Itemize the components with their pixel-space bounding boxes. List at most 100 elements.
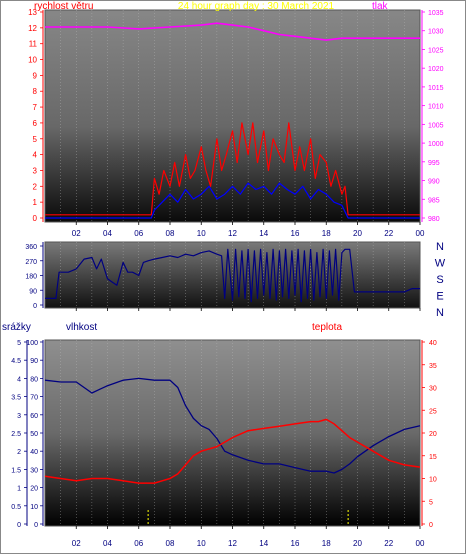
top-left-tick-label: 4 bbox=[33, 151, 38, 160]
top-right-tick-label: 1020 bbox=[428, 66, 444, 73]
mid-left-tick-label: 180 bbox=[25, 274, 37, 281]
bot-x-tick-label: 14 bbox=[259, 539, 268, 548]
bot-temp-tick-label: 30 bbox=[429, 386, 437, 393]
bot-x-tick-label: 08 bbox=[166, 539, 175, 548]
mid-left-tick-label: 360 bbox=[25, 244, 37, 251]
bot-precip-tick-label: 3.5 bbox=[11, 395, 21, 402]
top-series-line-1 bbox=[45, 122, 420, 216]
bot-precip-tick-label: 1 bbox=[17, 486, 21, 493]
bot-precip-tick-label: 1.5 bbox=[11, 467, 21, 474]
bot-humidity-tick-label: 30 bbox=[30, 467, 38, 474]
top-x-tick-label: 18 bbox=[322, 229, 331, 238]
top-left-tick-label: 3 bbox=[33, 166, 38, 175]
bot-x-tick-label: 04 bbox=[103, 539, 112, 548]
bot-humidity-line bbox=[44, 377, 421, 474]
bot-temp-tick-label: 40 bbox=[429, 340, 437, 347]
top-x-tick-label: 14 bbox=[259, 229, 268, 238]
bot-precip-tick-label: 5 bbox=[17, 340, 21, 347]
mid-compass-label: E bbox=[436, 291, 443, 303]
top-series-line-0 bbox=[45, 22, 420, 41]
top-left-tick-label: 11 bbox=[29, 40, 38, 49]
mid-compass-label: W bbox=[435, 258, 446, 270]
bot-temp-tick-label: 20 bbox=[429, 431, 437, 438]
precip-humidity-temp-chart: 02 04 06 08 10 12 14 16 18 20 22 0000.511.522.533.5… bbox=[2, 322, 437, 548]
bot-temp-tick-label: 10 bbox=[429, 477, 437, 484]
top-left-tick-label: 6 bbox=[33, 119, 38, 128]
top-x-tick-label: 10 bbox=[197, 229, 206, 238]
bot-x-tick-label: 02 bbox=[72, 539, 81, 548]
bot-precip-tick-label: 3 bbox=[17, 413, 21, 420]
bot-x-tick-label: 10 bbox=[197, 539, 206, 548]
bot-temp-label: teplota bbox=[312, 322, 342, 333]
bot-humidity-tick-label: 100 bbox=[26, 340, 38, 347]
bot-precip-tick-label: 0.5 bbox=[11, 504, 21, 511]
mid-compass-label: N bbox=[436, 307, 444, 319]
bot-temp-tick-label: 35 bbox=[429, 363, 437, 370]
bot-humidity-tick-label: 20 bbox=[30, 486, 38, 493]
top-right-tick-label: 980 bbox=[428, 216, 440, 223]
top-left-tick-label: 5 bbox=[33, 135, 38, 144]
bot-humidity-label: vlhkost bbox=[66, 322, 97, 333]
top-chart-title: 24 hour graph day : 30 March 2021 bbox=[178, 1, 335, 12]
top-left-tick-label: 10 bbox=[28, 56, 37, 65]
top-right-tick-label: 1025 bbox=[428, 47, 444, 54]
bot-humidity-tick-label: 70 bbox=[30, 395, 38, 402]
bot-x-tick-label: 06 bbox=[134, 539, 143, 548]
top-left-tick-label: 13 bbox=[28, 8, 37, 17]
bot-x-tick-label: 00 bbox=[416, 539, 425, 548]
mid-left-tick-label: 270 bbox=[25, 259, 37, 266]
top-x-tick-label: 12 bbox=[228, 229, 237, 238]
top-right-tick-label: 1005 bbox=[428, 122, 444, 129]
bot-humidity-tick-label: 90 bbox=[30, 358, 38, 365]
bot-precip-tick-label: 4.5 bbox=[11, 358, 21, 365]
mid-compass-label: S bbox=[436, 274, 443, 286]
top-left-tick-label: 8 bbox=[33, 87, 38, 96]
top-right-tick-label: 1015 bbox=[428, 85, 444, 92]
bot-temp-tick-label: 25 bbox=[429, 408, 437, 415]
bot-x-tick-label: 16 bbox=[291, 539, 300, 548]
bot-humidity-tick-label: 10 bbox=[30, 504, 38, 511]
top-right-tick-label: 995 bbox=[428, 160, 440, 167]
top-x-tick-label: 04 bbox=[103, 229, 112, 238]
mid-left-tick-label: 0 bbox=[33, 303, 37, 310]
bot-x-tick-label: 22 bbox=[384, 539, 393, 548]
top-right-tick-label: 1030 bbox=[428, 29, 444, 36]
bot-precip-tick-label: 0 bbox=[17, 522, 21, 529]
bot-temp-tick-label: 5 bbox=[429, 499, 433, 506]
top-x-tick-label: 00 bbox=[416, 229, 425, 238]
bot-x-tick-label: 18 bbox=[322, 539, 331, 548]
mid-compass-label: N bbox=[436, 241, 444, 253]
top-left-tick-label: 7 bbox=[33, 103, 38, 112]
top-x-tick-label: 06 bbox=[134, 229, 143, 238]
bot-precip-tick-label: 2 bbox=[17, 449, 21, 456]
top-x-tick-label: 08 bbox=[166, 229, 175, 238]
bot-precip-tick-label: 2.5 bbox=[11, 431, 21, 438]
bot-humidity-tick-label: 40 bbox=[30, 449, 38, 456]
top-right-tick-label: 1010 bbox=[428, 104, 444, 111]
bot-precip-label: srážky bbox=[2, 322, 31, 333]
bot-x-tick-label: 12 bbox=[228, 539, 237, 548]
top-right-tick-label: 1035 bbox=[428, 10, 444, 17]
top-left-tick-label: 9 bbox=[33, 71, 38, 80]
top-left-tick-label: 2 bbox=[33, 182, 38, 191]
bot-humidity-tick-label: 60 bbox=[30, 413, 38, 420]
top-x-tick-label: 22 bbox=[384, 229, 393, 238]
top-left-tick-label: 12 bbox=[28, 24, 37, 33]
top-x-tick-label: 20 bbox=[353, 229, 362, 238]
bot-humidity-tick-label: 80 bbox=[30, 376, 38, 383]
bot-temp-tick-label: 15 bbox=[429, 454, 437, 461]
top-series-line-2 bbox=[45, 182, 420, 219]
bot-humidity-tick-label: 0 bbox=[34, 522, 38, 529]
top-left-axis-label: rychlost větru bbox=[34, 1, 93, 12]
top-x-tick-label: 16 bbox=[291, 229, 300, 238]
wind-speed-pressure-chart: 02 04 06 08 10 12 14 16 18 20 22 000123456789101112… bbox=[28, 1, 444, 238]
mid-left-tick-label: 90 bbox=[29, 288, 37, 295]
mid-series-line-0 bbox=[45, 248, 420, 303]
top-left-tick-label: 1 bbox=[33, 198, 38, 207]
bot-temp-line bbox=[44, 418, 421, 484]
top-x-tick-label: 02 bbox=[72, 229, 81, 238]
bot-x-tick-label: 20 bbox=[353, 539, 362, 548]
